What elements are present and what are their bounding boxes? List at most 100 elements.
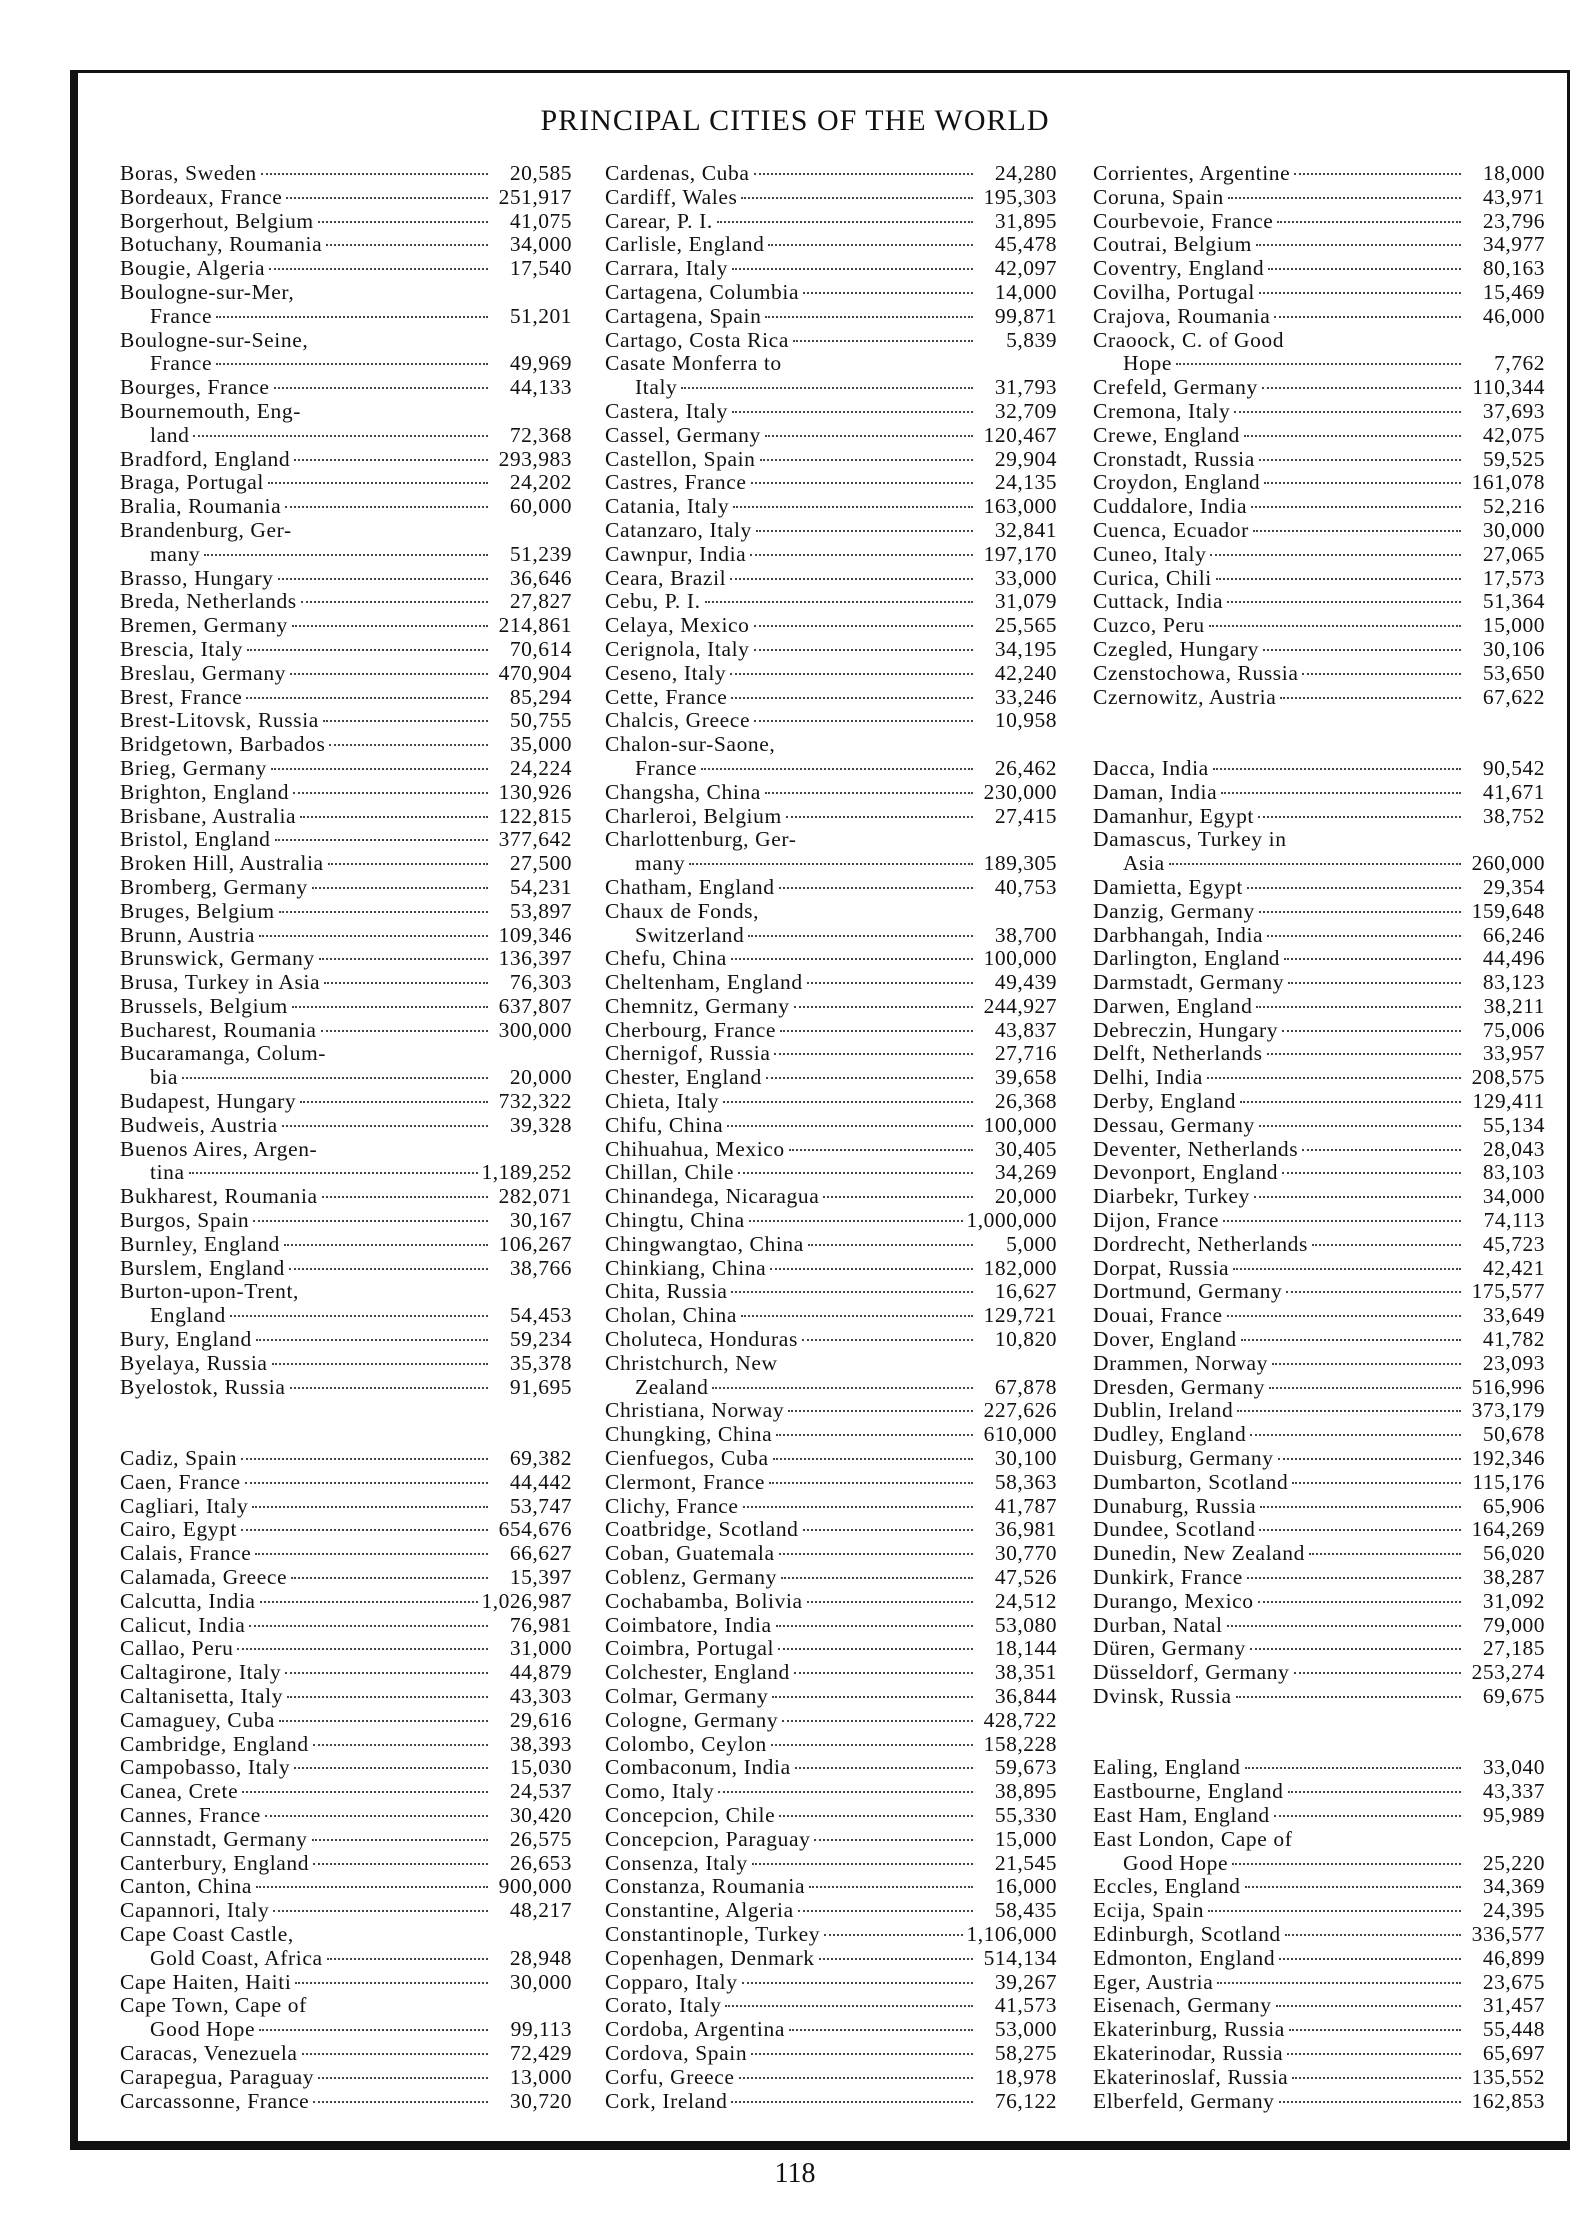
population-value: 72,368 [509,423,572,447]
dot-leader [1275,2005,1461,2008]
city-entry: Canton, China 900,000 [120,1875,572,1899]
dot-leader [809,1886,973,1889]
city-name: Cardenas, Cuba [605,162,750,185]
city-name: East London, Cape of [1093,1827,1293,1851]
city-entry: Brescia, Italy 70,614 [120,638,572,662]
dot-leader [731,696,973,699]
city-entry: Burnley, England 106,267 [120,1233,572,1257]
city-entry: Constantine, Algeria 58,435 [605,1899,1057,1923]
city-name: Cette, France [605,685,728,709]
city-entry: Braga, Portugal 24,202 [120,471,572,495]
city-name: Drammen, Norway [1093,1351,1268,1375]
city-name: Danzig, Germany [1093,899,1255,923]
city-name: Eger, Austria [1093,1970,1214,1994]
city-entry: Campobasso, Italy 15,030 [120,1756,572,1780]
city-entry: Cordova, Spain 58,275 [605,2042,1057,2066]
population-value: 25,565 [994,614,1057,638]
city-name: Bromberg, Germany [120,875,308,899]
city-entry: Breslau, Germany 470,904 [120,662,572,686]
dot-leader [259,2029,488,2032]
population-value: 161,078 [1471,471,1545,495]
city-entry: Constanza, Roumania 16,000 [605,1875,1057,1899]
city-entry: Dessau, Germany 55,134 [1093,1114,1545,1138]
population-value: 38,351 [994,1661,1057,1685]
city-name: Copparo, Italy [605,1970,738,1994]
city-name: Brussels, Belgium [120,994,288,1018]
dot-leader [730,577,973,580]
city-name: Duisburg, Germany [1093,1447,1274,1471]
city-name: Cassel, Germany [605,423,761,447]
city-entry: Brussels, Belgium 637,807 [120,995,572,1019]
population-value: 31,079 [994,590,1057,614]
population-value: 17,573 [1482,566,1545,590]
city-name: Darbhangah, India [1093,923,1264,947]
city-name: Coimbatore, India [605,1613,772,1637]
dot-leader [1279,1957,1461,1960]
city-name: Dumbarton, Scotland [1093,1470,1289,1494]
dot-leader [801,1339,973,1342]
city-name: Changsha, China [605,780,761,804]
dot-leader [727,1124,973,1127]
population-value: 39,267 [994,1970,1057,1994]
population-value: 610,000 [983,1423,1057,1447]
dot-leader [741,1981,973,1984]
dot-leader [1246,1577,1461,1580]
city-entry: Consenza, Italy 21,545 [605,1852,1057,1876]
population-value: 58,363 [994,1470,1057,1494]
city-name: Good Hope [150,2018,256,2042]
dot-leader [765,1077,973,1080]
city-name: Corato, Italy [605,1994,722,2018]
city-name: Chieta, Italy [605,1090,720,1114]
city-name: Cremona, Italy [1093,399,1231,423]
dot-leader [1252,529,1461,532]
city-name: Caracas, Venezuela [120,2041,298,2065]
city-name: Burgos, Spain [120,1209,250,1233]
population-value: 23,796 [1482,209,1545,233]
population-value: 31,793 [994,376,1057,400]
dot-leader [1246,886,1461,889]
population-value: 470,904 [498,661,572,685]
population-value: 136,397 [498,947,572,971]
city-name: Dijon, France [1093,1209,1220,1233]
dot-leader [782,1719,973,1722]
city-name: Cherbourg, France [605,1018,777,1042]
city-entry: Asia 260,000 [1093,852,1545,876]
dot-leader [290,672,488,675]
city-entry: Cape Coast Castle, [120,1923,572,1947]
city-entry: Cairo, Egypt 654,676 [120,1518,572,1542]
city-entry: Caen, France 44,442 [120,1471,572,1495]
blank-line [1093,1733,1545,1757]
city-entry: Eisenach, Germany 31,457 [1093,1994,1545,2018]
city-name: Brandenburg, Ger- [120,518,292,542]
city-name: Catanzaro, Italy [605,518,752,542]
city-entry: Cochabamba, Bolivia 24,512 [605,1590,1057,1614]
dot-leader [253,1220,488,1223]
city-entry: Coatbridge, Scotland 36,981 [605,1518,1057,1542]
city-name: Daman, India [1093,780,1218,804]
city-name: Callao, Peru [120,1637,234,1661]
city-name: Chingtu, China [605,1209,745,1233]
dot-leader [271,1362,488,1365]
dot-leader [1287,2052,1461,2055]
dot-leader [255,1553,488,1556]
population-value: 17,540 [509,257,572,281]
city-entry: Brest-Litovsk, Russia 50,755 [120,709,572,733]
city-entry: Bruges, Belgium 53,897 [120,900,572,924]
city-name: Byelaya, Russia [120,1351,268,1375]
city-entry: Chefu, China 100,000 [605,947,1057,971]
city-name: Brest-Litovsk, Russia [120,709,319,733]
dot-leader [803,291,973,294]
dot-leader [1264,482,1461,485]
dot-leader [193,434,488,437]
dot-leader [770,1743,973,1746]
dot-leader [329,744,488,747]
city-name: France [150,304,213,328]
city-entry: Budweis, Austria 39,328 [120,1114,572,1138]
city-name: Chatham, England [605,875,775,899]
dot-leader [300,815,488,818]
city-name: Boulogne-sur-Mer, [120,280,295,304]
city-name: Coutrai, Belgium [1093,233,1252,257]
population-value: 51,201 [509,304,572,328]
population-value: 1,106,000 [966,1922,1057,1946]
dot-leader [216,315,488,318]
